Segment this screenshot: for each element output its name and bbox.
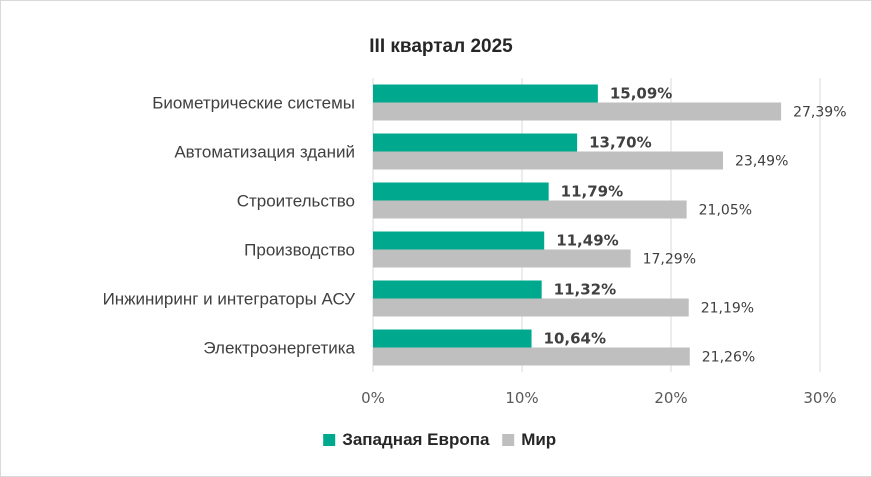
bar-world xyxy=(373,298,689,317)
data-label: 27,39% xyxy=(793,105,846,121)
category-label: Производство xyxy=(244,241,355,260)
bar-western-europe xyxy=(373,84,598,103)
data-label: 10,64% xyxy=(544,330,606,348)
gridlines xyxy=(372,78,821,372)
bar-western-europe xyxy=(373,182,549,201)
legend-label: Мир xyxy=(521,430,556,449)
tick-label: 0% xyxy=(361,389,385,407)
data-label: 23,49% xyxy=(735,154,788,170)
tick-label: 30% xyxy=(803,389,836,407)
legend-swatch xyxy=(323,434,336,446)
tick-label: 20% xyxy=(654,389,687,407)
data-label: 21,26% xyxy=(702,350,755,366)
data-labels: 15,09% 27,39% 13,70% 23,49% 11,79% 21,05% 11,4… xyxy=(544,85,847,366)
data-label: 11,32% xyxy=(554,281,616,299)
category-label: Инжиниринг и интеграторы АСУ xyxy=(103,290,356,309)
bar-world xyxy=(373,249,631,268)
data-label: 11,79% xyxy=(561,183,623,201)
bar-world xyxy=(373,151,724,170)
bar-world xyxy=(373,347,690,366)
data-label: 13,70% xyxy=(589,134,651,152)
bar-world xyxy=(373,200,687,219)
category-label: Электроэнергетика xyxy=(203,339,355,358)
data-label: 15,09% xyxy=(610,85,672,103)
category-label: Автоматизация зданий xyxy=(174,143,355,162)
x-axis-ticks: 0% 10% 20% 30% xyxy=(361,389,837,407)
bar-western-europe xyxy=(373,133,578,152)
bar-western-europe xyxy=(373,231,545,250)
bar-western-europe xyxy=(373,329,532,348)
bar-western-europe xyxy=(373,280,542,299)
chart-title: III квартал 2025 xyxy=(369,36,513,57)
legend-label: Западная Европа xyxy=(342,430,490,449)
data-label: 21,05% xyxy=(699,203,752,219)
legend: Западная Европа Мир xyxy=(323,430,556,449)
category-labels: Биометрические системы Автоматизация здан… xyxy=(103,94,356,358)
category-label: Биометрические системы xyxy=(152,94,355,113)
tick-label: 10% xyxy=(505,389,538,407)
data-label: 21,19% xyxy=(701,301,754,317)
data-label: 17,29% xyxy=(643,252,696,268)
data-label: 11,49% xyxy=(556,232,618,250)
bars xyxy=(373,84,782,366)
category-label: Строительство xyxy=(237,192,355,211)
bar-world xyxy=(373,102,782,121)
legend-swatch xyxy=(502,434,515,446)
